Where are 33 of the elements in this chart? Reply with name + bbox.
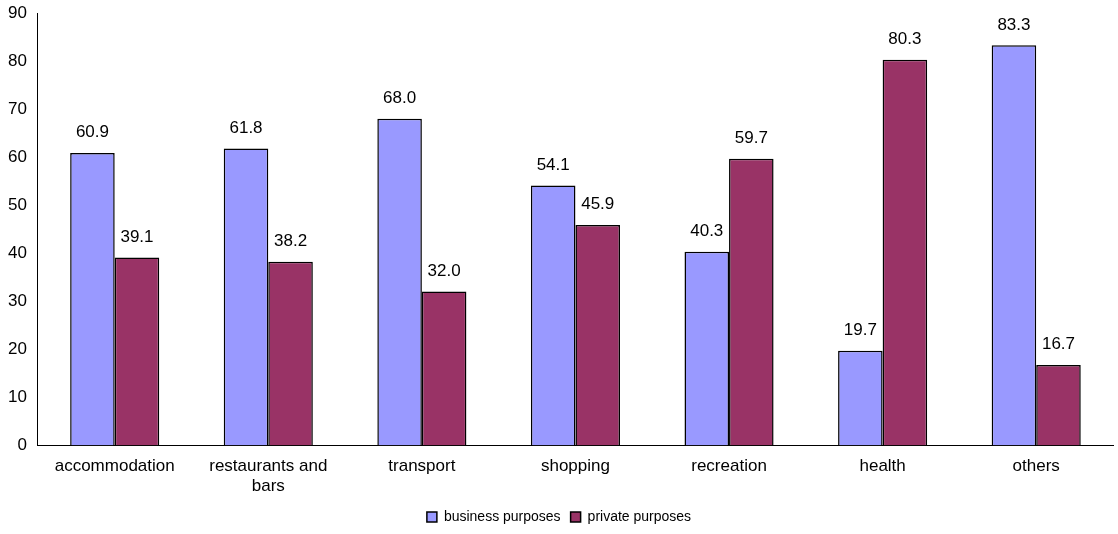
x-tick-label: transport [388, 456, 456, 476]
y-tick-label: 20 [7, 338, 27, 358]
data-label: 32.0 [427, 260, 461, 280]
data-label: 68.0 [383, 87, 417, 107]
data-label: 60.9 [75, 122, 109, 142]
y-tick-label: 90 [7, 2, 27, 22]
y-tick-label: 10 [7, 386, 27, 406]
y-tick-label: 80 [7, 50, 27, 70]
y-tick-label: 50 [7, 194, 27, 214]
data-label: 61.8 [229, 117, 263, 137]
data-label: 16.7 [1041, 334, 1076, 354]
data-label: 19.7 [843, 319, 877, 339]
legend-label: business purposes [443, 507, 561, 524]
x-tick-label: health [859, 456, 906, 476]
data-label: 40.3 [690, 220, 724, 240]
y-tick-label: 30 [7, 290, 27, 310]
data-label: 54.1 [536, 154, 570, 174]
x-tick-label: shopping [540, 456, 610, 476]
x-tick-label: accommodation [54, 456, 175, 476]
x-tick-label: others [1012, 456, 1060, 476]
x-tick-label: recreation [691, 456, 767, 476]
y-tick-label: 0 [17, 434, 27, 454]
data-label: 39.1 [120, 226, 154, 246]
legend-label: private purposes [587, 507, 692, 524]
x-tick-label: restaurants and bars [209, 456, 328, 496]
data-label: 38.2 [274, 231, 308, 251]
data-label: 59.7 [734, 127, 768, 147]
y-tick-label: 40 [7, 242, 27, 262]
data-label: 80.3 [888, 28, 922, 48]
data-label: 45.9 [581, 194, 615, 214]
data-label: 83.3 [997, 14, 1031, 34]
y-tick-label: 60 [7, 146, 27, 166]
y-tick-label: 70 [7, 98, 27, 118]
